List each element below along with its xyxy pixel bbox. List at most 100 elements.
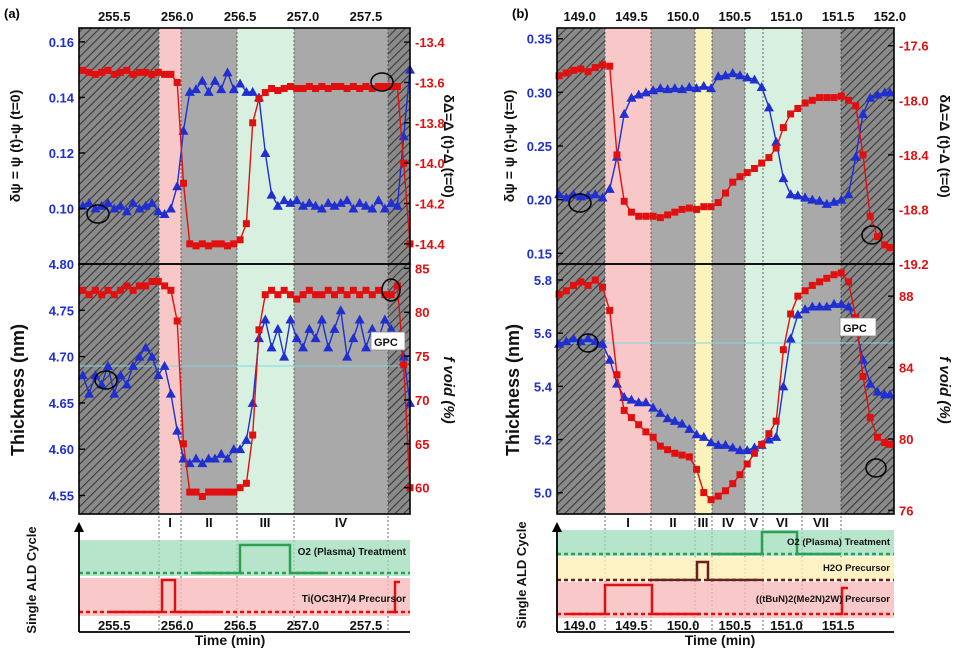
a-ur-tick-2: -13.8: [415, 116, 445, 131]
panel-a-legend-precursor: Ti(OC3H7)4 Precursor: [302, 594, 406, 605]
data-point-a-upper-right-13: [161, 70, 169, 78]
data-point-b-upper-left-18: [684, 82, 695, 91]
data-point-a-lower-right-19: [198, 492, 206, 500]
data-point-b-lower-right-38: [830, 271, 838, 279]
data-point-b-upper-right-0: [555, 72, 563, 80]
data-point-b-lower-left-34: [800, 304, 811, 314]
data-point-b-lower-right-15: [664, 446, 672, 454]
b-bottom-tick-1: 149.5: [615, 618, 648, 633]
data-point-a-upper-right-14: [167, 70, 175, 78]
panel-b-lower-right-tick-labels: 88 84 80 76: [899, 289, 914, 518]
data-point-a-upper-left-47: [373, 195, 384, 205]
b-ul-tick-1: 0.30: [527, 85, 552, 100]
data-point-a-upper-right-6: [117, 68, 125, 76]
data-point-b-upper-left-9: [619, 108, 630, 118]
data-point-a-upper-right-33: [286, 82, 294, 90]
region-b-IV: [712, 28, 745, 514]
data-point-b-upper-left-7: [604, 183, 615, 193]
panel-a-lower-right-tick-labels: 85 80 75 70 65 60: [415, 261, 429, 495]
data-point-b-lower-right-7: [606, 306, 614, 314]
data-point-b-lower-right-30: [772, 417, 780, 425]
data-point-b-lower-right-32: [787, 310, 795, 318]
data-point-b-lower-left-2: [568, 333, 579, 343]
data-point-b-lower-right-39: [837, 269, 845, 277]
data-point-b-upper-right-2: [570, 66, 578, 74]
data-point-b-upper-right-40: [845, 96, 853, 104]
a-bottom-tick-3: 257.0: [287, 618, 320, 633]
a-top-tick-0: 255.5: [98, 9, 131, 24]
data-point-b-lower-right-36: [816, 278, 824, 286]
data-point-a-upper-right-10: [142, 68, 150, 76]
a-ll-tick-3: 4.65: [49, 396, 74, 411]
b-ul-tick-0: 0.35: [527, 32, 552, 47]
data-point-a-lower-left-48: [379, 314, 390, 324]
data-point-a-lower-right-29: [261, 291, 269, 299]
panel-a: (a) 255.5 256.0 256.5 257.0 257.5 0.160.140.…: [4, 6, 457, 648]
data-point-a-upper-right-5: [110, 70, 118, 78]
data-point-a-upper-right-29: [261, 89, 269, 97]
data-point-a-upper-left-48: [379, 203, 390, 213]
a-ur-tick-0: -13.4: [415, 35, 445, 50]
data-point-a-upper-left-41: [335, 197, 346, 207]
panel-b-lower-left-tick-labels: 5.8 5.6 5.4 5.2 5.0: [534, 273, 553, 501]
panel-a-upper-right-tick-labels: -13.4 -13.6 -13.8 -14.0 -14.2 -14.4: [415, 35, 445, 252]
data-point-a-lower-left-46: [367, 323, 378, 333]
data-point-b-lower-right-14: [656, 442, 664, 450]
data-point-a-lower-left-21: [209, 453, 220, 463]
a-ul-tick-0: 0.16: [49, 35, 74, 50]
data-point-b-upper-right-10: [627, 208, 635, 216]
data-point-a-lower-right-36: [305, 286, 313, 294]
data-point-b-lower-left-18: [684, 423, 695, 433]
data-point-a-upper-left-22: [216, 84, 227, 94]
data-point-a-upper-right-20: [205, 242, 213, 250]
data-point-b-lower-right-46: [886, 440, 894, 448]
data-point-a-lower-left-22: [216, 448, 227, 458]
data-point-b-lower-left-32: [785, 333, 796, 343]
a-bottom-tick-0: 255.5: [98, 618, 131, 633]
data-point-b-upper-right-3: [577, 65, 585, 73]
data-point-a-upper-right-41: [337, 82, 345, 90]
data-point-a-lower-right-41: [337, 286, 345, 294]
data-point-a-lower-left-34: [291, 333, 302, 343]
data-point-a-lower-left-51: [398, 351, 409, 361]
a-region-label-2: III: [260, 515, 271, 530]
data-point-b-lower-right-8: [613, 371, 621, 379]
region-a-I: [159, 28, 181, 514]
b-ul-tick-3: 0.20: [527, 193, 552, 208]
data-point-a-upper-right-4: [104, 66, 112, 74]
data-point-a-lower-left-11: [146, 351, 157, 361]
data-point-b-upper-left-25: [734, 70, 745, 80]
data-point-b-upper-left-21: [706, 83, 717, 93]
data-point-b-lower-right-13: [649, 433, 657, 441]
data-point-b-upper-right-21: [707, 203, 715, 211]
data-point-a-lower-left-5: [109, 388, 120, 398]
data-point-a-lower-right-6: [117, 286, 125, 294]
data-point-a-lower-left-30: [266, 342, 277, 352]
b-bottom-tick-5: 151.5: [822, 618, 855, 633]
data-point-b-upper-left-29: [763, 102, 774, 112]
a-ll-tick-0: 4.80: [49, 257, 74, 272]
data-point-a-upper-right-28: [255, 95, 263, 103]
loop-arrow-icon: [568, 193, 592, 213]
data-point-a-upper-right-51: [400, 159, 408, 167]
b-lr-tick-3: 76: [899, 503, 913, 518]
data-point-a-lower-left-14: [165, 388, 176, 398]
region-a-IV: [294, 28, 388, 514]
data-point-b-upper-right-24: [729, 178, 737, 186]
data-point-b-upper-right-19: [693, 205, 701, 213]
data-point-a-upper-right-11: [148, 70, 156, 78]
a-top-tick-4: 257.5: [350, 9, 383, 24]
data-point-a-upper-right-8: [129, 70, 137, 78]
b-ll-tick-3: 5.2: [534, 433, 552, 448]
panel-b-cycle-label: Single ALD Cycle: [514, 521, 529, 628]
b-ll-tick-0: 5.8: [534, 273, 552, 288]
panel-a-region-labels: I II III IV: [168, 515, 347, 530]
data-point-b-upper-right-42: [859, 151, 867, 159]
data-point-a-lower-right-42: [343, 291, 351, 299]
data-point-a-lower-right-3: [98, 291, 106, 299]
data-point-b-lower-right-0: [555, 290, 563, 298]
data-point-b-upper-left-33: [792, 190, 803, 200]
data-point-b-upper-left-36: [814, 195, 825, 205]
data-point-a-lower-right-35: [299, 291, 307, 299]
data-point-b-upper-right-20: [700, 203, 708, 211]
